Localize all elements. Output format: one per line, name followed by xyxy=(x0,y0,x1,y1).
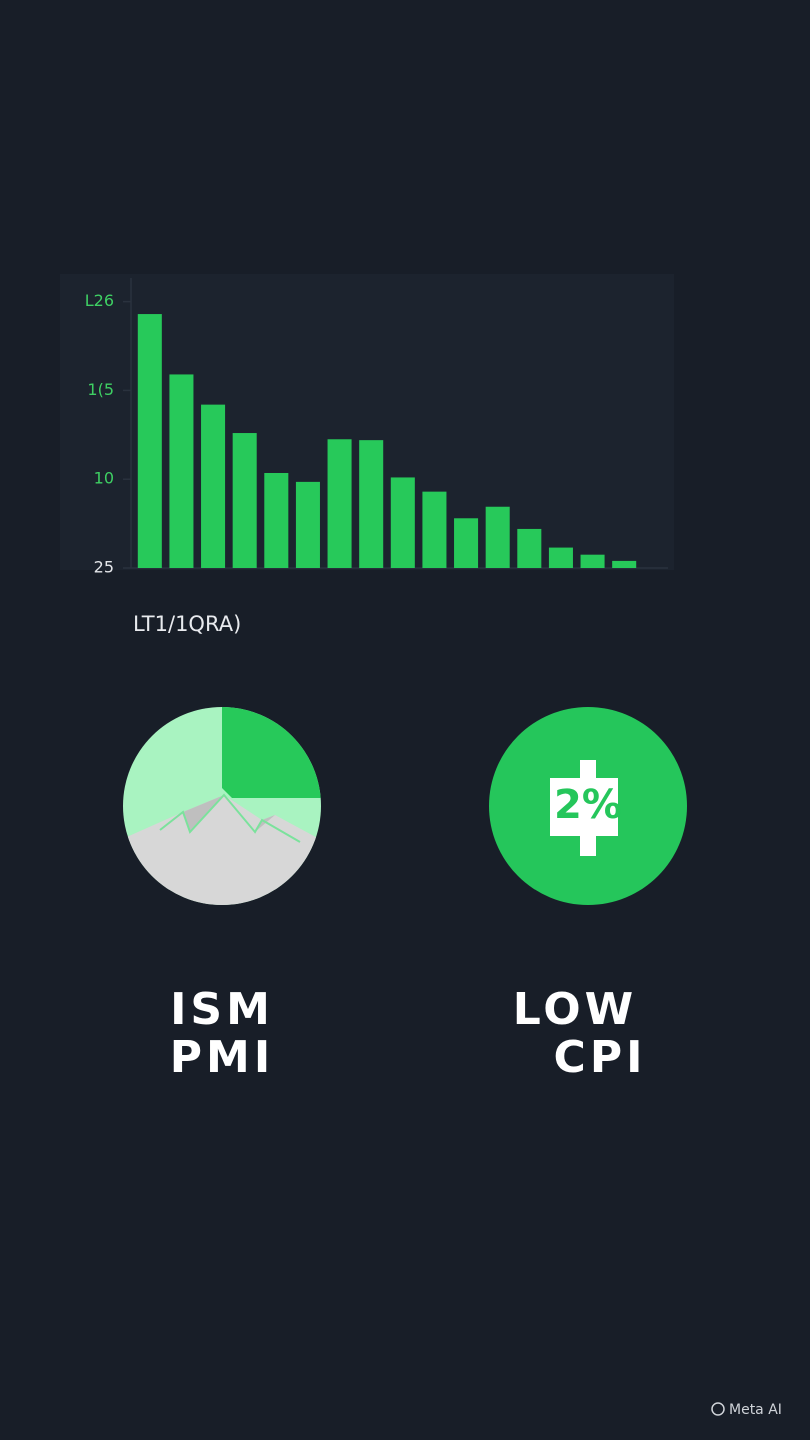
icon-label: ISM xyxy=(170,984,274,1035)
bar xyxy=(232,433,257,568)
watermark-icon xyxy=(711,1402,725,1416)
bar xyxy=(264,472,289,568)
badge-text: 2% xyxy=(554,782,622,828)
bar xyxy=(137,314,162,568)
y-tick-label: 25 xyxy=(94,558,114,577)
icon-label: CPI xyxy=(554,1032,647,1083)
y-tick-label: 10 xyxy=(94,469,114,488)
bar xyxy=(485,506,510,568)
bar xyxy=(201,404,226,568)
bar xyxy=(422,491,447,568)
cpi-icon xyxy=(489,707,687,905)
bar xyxy=(548,547,573,568)
bar xyxy=(327,439,352,568)
y-tick-label: 1(5 xyxy=(87,380,114,399)
bar xyxy=(454,518,479,568)
bar xyxy=(612,560,637,568)
bar xyxy=(580,554,605,568)
icon-label: PMI xyxy=(170,1032,274,1083)
bar xyxy=(169,374,194,568)
bar xyxy=(517,528,542,568)
bar xyxy=(295,481,320,568)
pmi-icon xyxy=(123,707,321,905)
watermark: Meta AI xyxy=(729,1402,782,1418)
y-tick-label: L26 xyxy=(85,291,114,310)
x-axis-label: LT1/1QRA) xyxy=(133,612,241,636)
bar xyxy=(390,477,415,568)
bar xyxy=(359,440,384,568)
icon-label: LOW xyxy=(513,984,637,1035)
